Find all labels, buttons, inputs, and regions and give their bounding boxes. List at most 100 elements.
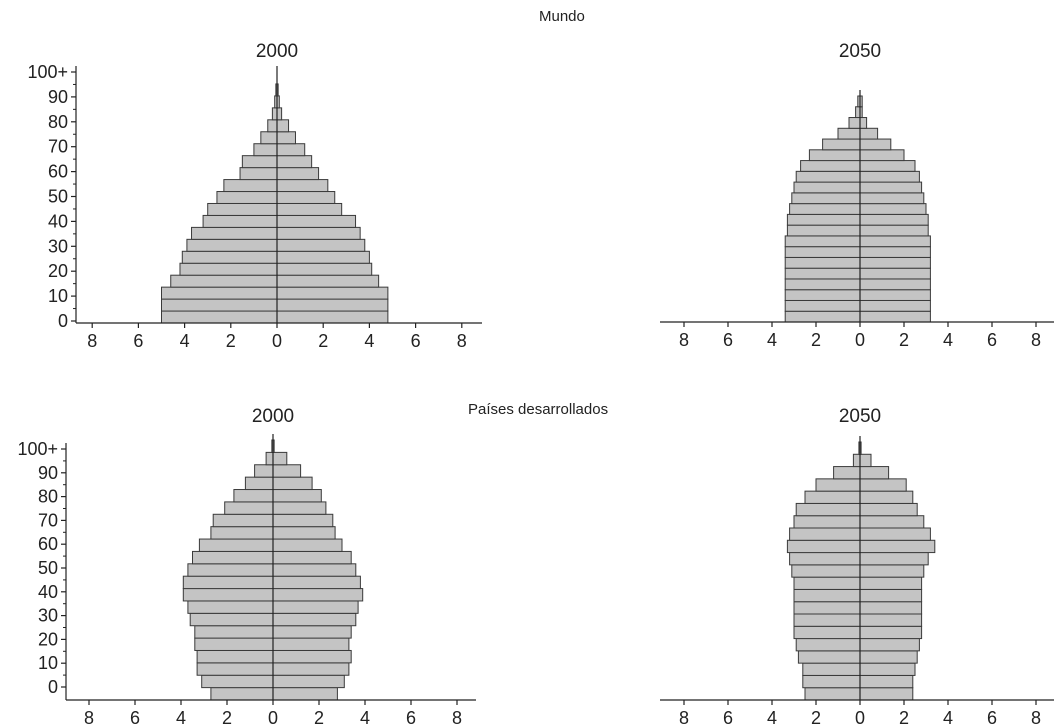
female-bar [859,601,923,615]
age-label: 90 [48,87,68,107]
male-bar [793,625,861,640]
male-bar [793,613,861,627]
male-bar [793,588,861,603]
x-tick-label: 6 [406,708,416,728]
female-bar [859,662,916,676]
female-bar [859,149,905,162]
male-bar [797,650,861,664]
male-bar [804,490,861,504]
male-bar [210,526,274,540]
male-bar [161,286,278,300]
female-bar [859,613,923,627]
female-bar [272,501,327,515]
x-tick-label: 8 [1031,330,1041,350]
male-bar [855,106,861,119]
age-label: 0 [58,311,68,331]
male-bar [196,649,274,664]
male-bar [191,226,278,240]
male-bar [239,167,278,181]
x-tick-label: 2 [318,331,328,351]
male-bar [198,538,274,552]
male-bar [254,464,274,478]
x-tick-label: 2 [226,331,236,351]
age-label: 30 [38,606,58,626]
male-bar [210,687,274,701]
female-bar [276,274,380,288]
male-bar [784,246,861,258]
male-bar [182,575,274,590]
x-tick-label: 4 [767,708,777,728]
male-bar [244,476,274,491]
x-tick-label: 2 [811,330,821,350]
x-tick-label: 0 [268,708,278,728]
age-label: 80 [48,112,68,132]
female-bar [859,625,923,640]
female-bar [272,513,334,528]
male-bar [795,638,861,652]
male-bar [795,170,861,183]
age-label: 70 [48,137,68,157]
female-bar [276,191,336,204]
female-bar [859,502,918,517]
age-label: 30 [48,236,68,256]
female-bar [272,687,338,701]
female-bar [276,119,290,133]
female-bar [276,214,357,228]
female-bar [859,235,931,248]
female-bar [272,476,313,491]
female-bar [859,576,923,590]
x-tick-label: 2 [899,330,909,350]
section-title-mundo: Mundo [539,8,585,25]
female-bar [276,143,306,157]
male-bar [791,192,861,205]
female-bar [859,453,872,468]
x-tick-label: 6 [987,708,997,728]
female-bar [272,600,359,614]
male-bar [837,127,861,140]
x-tick-label: 6 [987,330,997,350]
male-bar [223,179,278,193]
x-tick-label: 6 [723,330,733,350]
male-bar [784,235,861,248]
male-bar [201,674,274,689]
female-bar [859,527,931,541]
female-bar [272,649,352,664]
female-bar [859,299,931,312]
x-tick-label: 8 [87,331,97,351]
female-bar [859,687,914,701]
male-bar [789,527,861,541]
x-tick-label: 4 [180,331,190,351]
male-bar [784,278,861,291]
female-bar [272,550,352,565]
female-bar [272,637,350,651]
male-bar [822,138,861,151]
female-bar [859,515,925,529]
x-tick-label: 4 [767,330,777,350]
x-tick-label: 0 [855,330,865,350]
female-bar [272,588,364,602]
female-bar [276,250,370,264]
female-bar [859,674,914,689]
male-bar [852,453,861,468]
male-bar [815,478,861,492]
female-bar [859,478,907,492]
x-tick-label: 8 [679,330,689,350]
male-bar [224,501,274,515]
age-label: 80 [38,487,58,507]
x-tick-label: 0 [272,331,282,351]
age-label: 0 [48,677,58,697]
male-bar [241,155,278,169]
male-bar [802,674,861,689]
male-bar [186,238,278,252]
x-tick-label: 4 [360,708,370,728]
male-bar [179,262,278,276]
female-bar [859,192,925,205]
female-bar [276,179,329,193]
female-bar [859,138,892,151]
male-bar [784,299,861,312]
section-title-paises-desarrollados: Países desarrollados [468,401,609,418]
age-label: 40 [48,211,68,231]
female-bar [272,612,357,627]
